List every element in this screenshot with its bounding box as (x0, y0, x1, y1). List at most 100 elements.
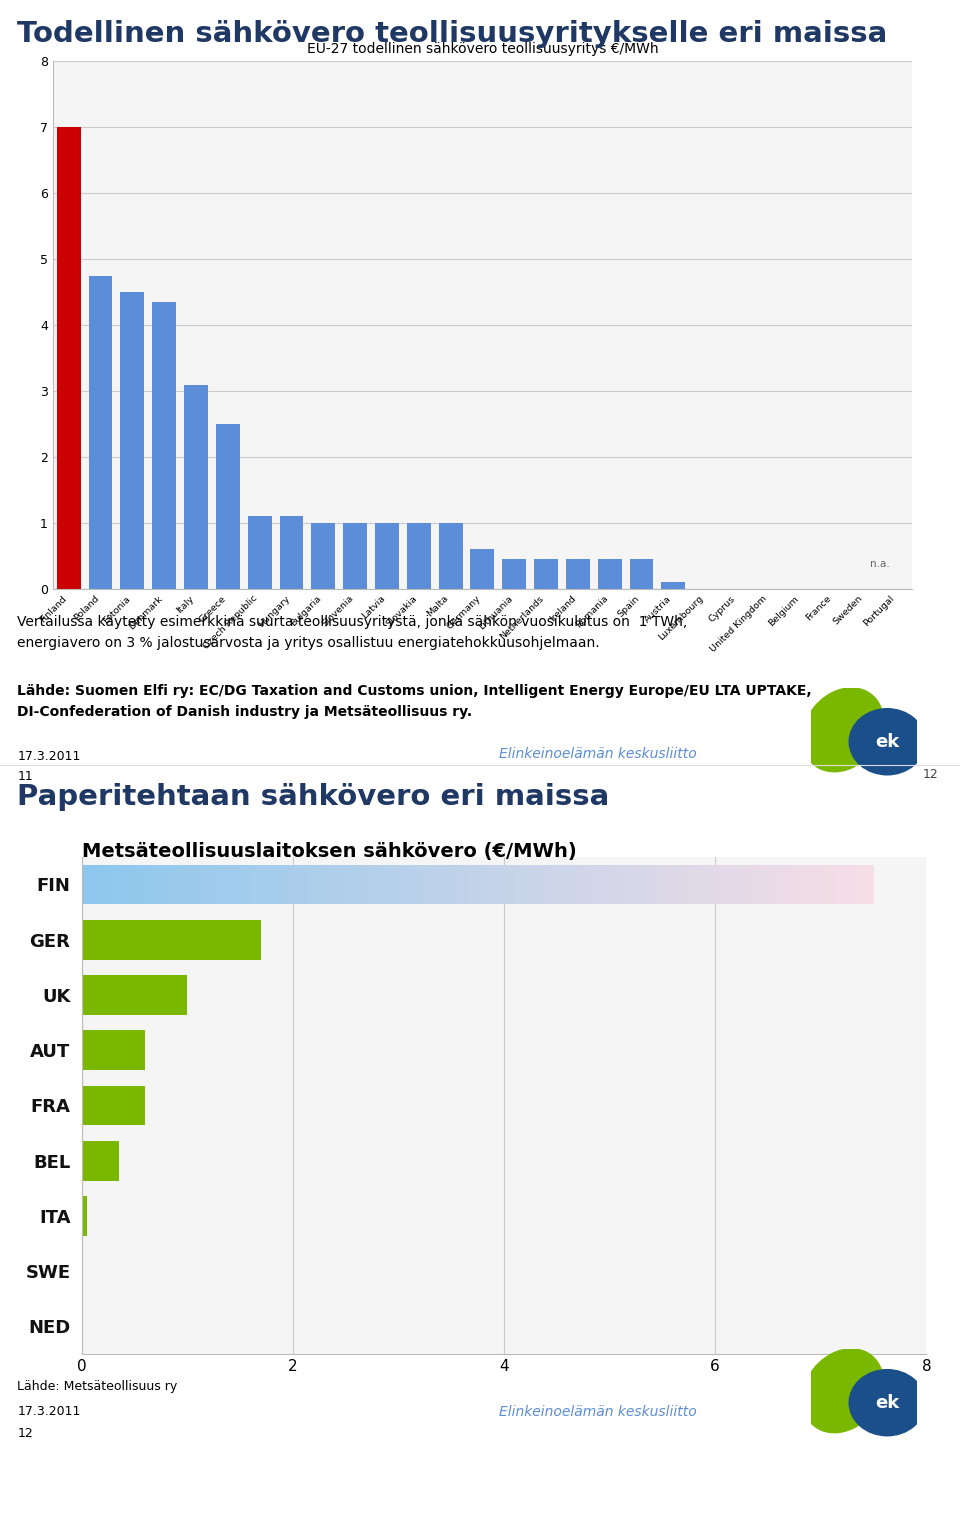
Bar (279, 517, 303, 589)
Bar (847, 864, 850, 904)
Bar (108, 864, 110, 904)
Text: n.a.: n.a. (871, 560, 890, 569)
Bar (439, 523, 463, 589)
Bar (82, 920, 261, 959)
Bar (448, 864, 451, 904)
Bar (372, 864, 374, 904)
Bar (198, 864, 201, 904)
Bar (533, 864, 536, 904)
Bar (319, 864, 322, 904)
Bar (120, 292, 144, 589)
Bar (771, 864, 774, 904)
Bar (605, 864, 607, 904)
Bar (860, 864, 863, 904)
Bar (839, 864, 842, 904)
Bar (467, 864, 469, 904)
Bar (586, 864, 588, 904)
Bar (528, 864, 530, 904)
Bar (279, 864, 282, 904)
Bar (330, 864, 332, 904)
Bar (424, 864, 427, 904)
Bar (367, 864, 370, 904)
Bar (258, 864, 261, 904)
Bar (681, 864, 684, 904)
Bar (232, 864, 234, 904)
Bar (351, 864, 353, 904)
Bar (462, 864, 465, 904)
Bar (324, 864, 327, 904)
Bar (433, 864, 436, 904)
Bar (557, 864, 560, 904)
Bar (98, 864, 100, 904)
Bar (480, 864, 483, 904)
Bar (509, 864, 512, 904)
Bar (82, 1141, 119, 1181)
Bar (534, 560, 558, 589)
Bar (709, 864, 712, 904)
Bar (174, 864, 177, 904)
Bar (253, 864, 255, 904)
Bar (804, 864, 807, 904)
Bar (296, 864, 299, 904)
Bar (335, 864, 338, 904)
Bar (871, 864, 874, 904)
Bar (636, 864, 638, 904)
Bar (370, 864, 372, 904)
Bar (208, 864, 211, 904)
Bar (172, 864, 174, 904)
Bar (499, 864, 501, 904)
Bar (248, 864, 251, 904)
Bar (341, 864, 343, 904)
Bar (451, 864, 454, 904)
Bar (415, 864, 417, 904)
Bar (293, 864, 296, 904)
Bar (309, 864, 311, 904)
Bar (412, 864, 415, 904)
Bar (459, 864, 462, 904)
Bar (314, 864, 317, 904)
Bar (493, 864, 496, 904)
Bar (124, 864, 127, 904)
Bar (641, 864, 644, 904)
Bar (708, 864, 710, 904)
Bar (269, 864, 272, 904)
Bar (779, 864, 781, 904)
Bar (192, 864, 195, 904)
Bar (729, 864, 732, 904)
Bar (543, 864, 546, 904)
Bar (570, 864, 572, 904)
Bar (364, 864, 367, 904)
Bar (264, 864, 266, 904)
Bar (815, 864, 818, 904)
Bar (795, 864, 797, 904)
Bar (201, 864, 204, 904)
Bar (786, 864, 789, 904)
Text: Todellinen sähkövero teollisuusyritykselle eri maissa: Todellinen sähkövero teollisuusyrityksel… (17, 20, 888, 47)
Text: 17.3.2011: 17.3.2011 (17, 750, 81, 762)
Bar (652, 864, 655, 904)
Bar (515, 864, 517, 904)
Bar (362, 864, 364, 904)
Bar (572, 864, 575, 904)
Bar (623, 864, 626, 904)
Bar (190, 864, 192, 904)
Bar (82, 1196, 87, 1236)
Bar (282, 864, 285, 904)
Bar (649, 864, 652, 904)
Bar (153, 864, 156, 904)
Bar (818, 864, 821, 904)
Bar (522, 864, 525, 904)
Bar (638, 864, 641, 904)
Bar (496, 864, 499, 904)
Bar (726, 864, 729, 904)
Bar (251, 864, 253, 904)
Bar (134, 864, 137, 904)
Bar (834, 864, 836, 904)
Bar (599, 864, 602, 904)
Bar (781, 864, 783, 904)
Bar (560, 864, 563, 904)
Bar (673, 864, 676, 904)
Bar (377, 864, 380, 904)
Bar (720, 864, 723, 904)
Bar (491, 864, 493, 904)
